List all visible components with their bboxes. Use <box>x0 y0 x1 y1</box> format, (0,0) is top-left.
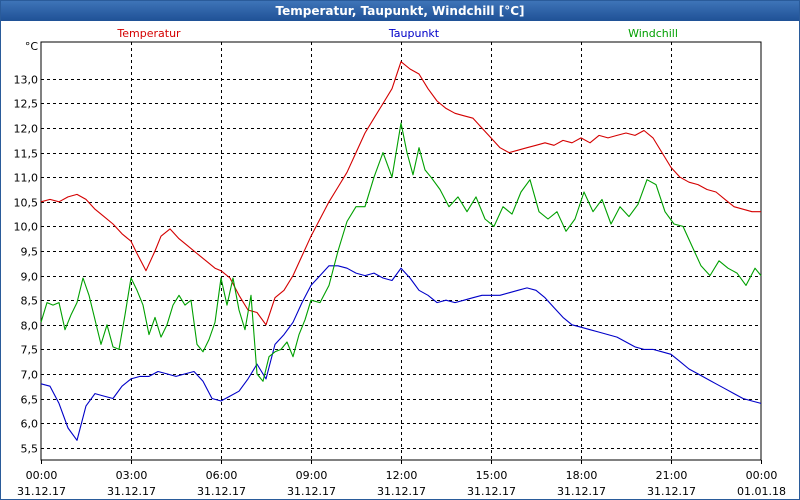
series-line-windchill <box>40 122 762 382</box>
x-tick-date: 31.12.17 <box>377 485 426 498</box>
y-tick-label: 8,5 <box>21 295 39 308</box>
legend-temperatur: Temperatur <box>116 27 181 40</box>
y-tick-label: 5,5 <box>21 443 39 456</box>
y-tick-label: 12,0 <box>14 123 39 136</box>
x-tick-date: 31.12.17 <box>647 485 696 498</box>
x-tick-date: 31.12.17 <box>287 485 336 498</box>
x-tick-time: 09:00 <box>296 469 328 482</box>
x-tick-date: 31.12.17 <box>197 485 246 498</box>
x-tick-time: 12:00 <box>386 469 418 482</box>
x-tick-date: 31.12.17 <box>17 485 66 498</box>
y-tick-label: 11,5 <box>14 148 39 161</box>
x-tick-time: 15:00 <box>476 469 508 482</box>
x-tick-time: 00:00 <box>26 469 58 482</box>
x-tick-date: 01.01.18 <box>737 485 786 498</box>
x-tick-time: 00:00 <box>746 469 778 482</box>
y-tick-label: 6,0 <box>21 418 39 431</box>
y-tick-label: 12,5 <box>14 98 39 111</box>
x-tick-date: 31.12.17 <box>107 485 156 498</box>
x-tick-time: 06:00 <box>206 469 238 482</box>
x-tick-time: 18:00 <box>566 469 598 482</box>
y-tick-label: 13,0 <box>14 74 39 87</box>
x-tick-time: 21:00 <box>656 469 688 482</box>
x-tick-time: 03:00 <box>116 469 148 482</box>
series-line-taupunkt <box>40 265 762 441</box>
y-tick-label: 6,5 <box>21 394 39 407</box>
y-axis-label: °C <box>25 40 39 53</box>
x-tick-date: 31.12.17 <box>467 485 516 498</box>
chart-title: Temperatur, Taupunkt, Windchill [°C] <box>1 1 799 21</box>
y-tick-label: 9,0 <box>21 271 39 284</box>
legend-taupunkt: Taupunkt <box>388 27 440 40</box>
y-tick-label: 11,0 <box>14 172 39 185</box>
series-line-temperatur <box>40 61 761 326</box>
y-tick-label: 7,0 <box>21 369 39 382</box>
legend-windchill: Windchill <box>628 27 678 40</box>
y-tick-label: 7,5 <box>21 344 39 357</box>
y-tick-label: 8,0 <box>21 320 39 333</box>
y-tick-label: 9,5 <box>21 246 39 259</box>
y-tick-label: 10,0 <box>14 221 39 234</box>
x-tick-date: 31.12.17 <box>557 485 606 498</box>
y-tick-label: 10,5 <box>14 197 39 210</box>
